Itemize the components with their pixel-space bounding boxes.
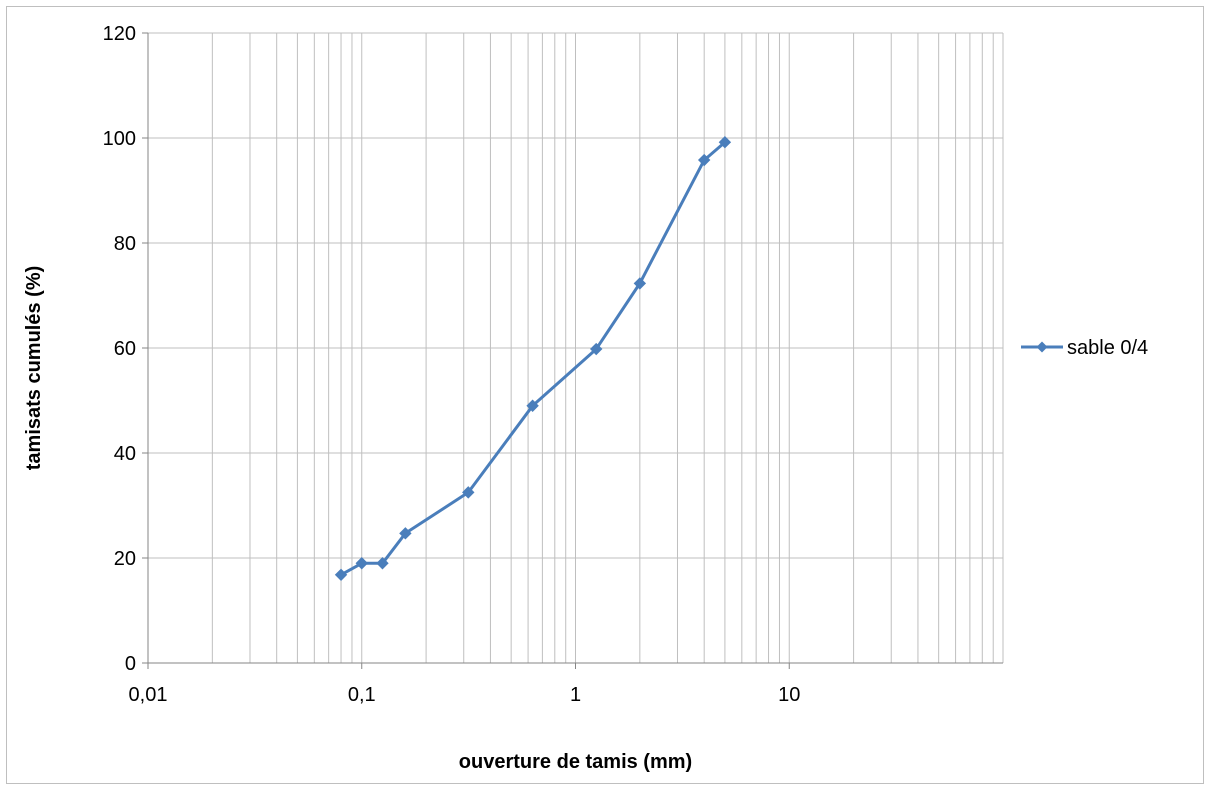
- x-tick-label: 0,01: [129, 684, 168, 706]
- data-point-marker: [718, 135, 732, 149]
- legend-marker-icon: [1036, 341, 1048, 353]
- y-tick-label: 40: [114, 443, 136, 465]
- gridlines: [148, 32, 1004, 663]
- data-point-marker: [462, 486, 475, 499]
- data-point-marker: [399, 527, 412, 540]
- y-tick-label: 20: [114, 548, 136, 570]
- y-tick-label: 60: [114, 338, 136, 360]
- data-series: [334, 135, 732, 582]
- axes: [142, 32, 1003, 669]
- data-point-marker: [697, 153, 711, 167]
- data-point-marker: [355, 557, 368, 570]
- chart-area: [6, 6, 1204, 784]
- legend-label: sable 0/4: [1067, 337, 1148, 359]
- tick-labels: 0 20 40 60 80 100 120 0,01 0,1 1 10: [103, 23, 801, 706]
- y-tick-label: 100: [103, 128, 136, 150]
- y-tick-label: 0: [125, 653, 136, 675]
- x-tick-label: 1: [570, 684, 581, 706]
- x-tick-label: 10: [778, 684, 800, 706]
- data-point-marker: [633, 277, 647, 290]
- x-tick-label: 0,1: [348, 684, 376, 706]
- x-axis-title: ouverture de tamis (mm): [459, 751, 692, 773]
- series-line: [340, 141, 726, 577]
- data-point-marker: [334, 568, 348, 582]
- y-tick-label: 120: [103, 23, 136, 45]
- data-point-marker: [526, 399, 539, 412]
- y-tick-label: 80: [114, 233, 136, 255]
- data-point-marker: [590, 342, 603, 356]
- data-point-marker: [376, 557, 389, 570]
- y-axis-title: tamisats cumulés (%): [23, 266, 45, 471]
- legend: sable 0/4: [1021, 337, 1148, 359]
